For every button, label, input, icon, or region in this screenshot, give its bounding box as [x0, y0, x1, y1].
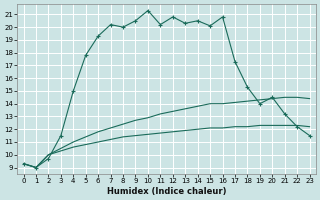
X-axis label: Humidex (Indice chaleur): Humidex (Indice chaleur)	[107, 187, 226, 196]
